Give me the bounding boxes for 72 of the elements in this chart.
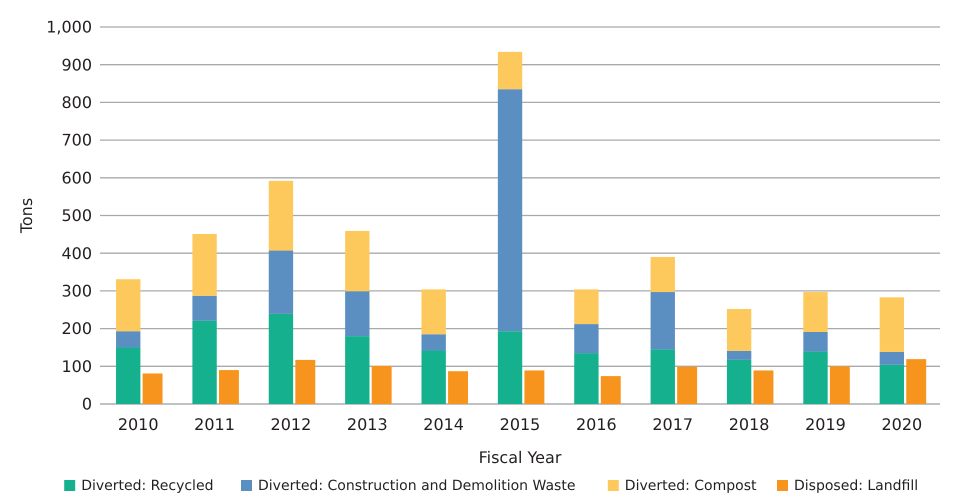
bar bbox=[524, 370, 544, 404]
legend-label: Diverted: Construction and Demolition Waste bbox=[258, 478, 576, 494]
bar bbox=[726, 350, 752, 360]
x-tick-label: 2011 bbox=[194, 415, 235, 434]
bar bbox=[574, 353, 599, 404]
bar bbox=[803, 292, 828, 332]
bar bbox=[192, 234, 217, 296]
bar bbox=[906, 359, 926, 404]
y-tick-label: 0 bbox=[82, 394, 92, 414]
bar bbox=[268, 314, 294, 404]
bar bbox=[726, 360, 752, 404]
bar bbox=[116, 279, 140, 332]
bar bbox=[650, 292, 675, 350]
bar bbox=[268, 250, 294, 314]
bar bbox=[345, 230, 370, 292]
bar bbox=[116, 331, 140, 348]
y-tick-label: 800 bbox=[61, 93, 92, 112]
bar bbox=[880, 352, 904, 365]
bar bbox=[142, 373, 163, 404]
bar bbox=[650, 349, 675, 404]
bar bbox=[803, 352, 828, 404]
bar bbox=[218, 370, 239, 404]
bar bbox=[268, 180, 294, 251]
bar bbox=[880, 364, 904, 404]
bar bbox=[803, 332, 828, 352]
y-tick-label: 400 bbox=[61, 244, 92, 263]
bar bbox=[650, 256, 675, 292]
x-tick-label: 2019 bbox=[805, 415, 846, 434]
bar bbox=[295, 360, 316, 404]
x-tick-label: 2017 bbox=[652, 415, 694, 434]
x-tick-label: 2015 bbox=[500, 415, 540, 434]
bar bbox=[498, 52, 522, 90]
bar bbox=[372, 366, 392, 404]
bar bbox=[345, 291, 370, 336]
x-tick-label: 2018 bbox=[728, 415, 770, 434]
x-tick-label: 2010 bbox=[118, 415, 159, 434]
bar bbox=[421, 334, 446, 350]
bar bbox=[498, 331, 522, 404]
x-tick-label: 2020 bbox=[881, 415, 922, 434]
y-axis-title: Tons bbox=[17, 198, 36, 234]
bar bbox=[421, 289, 446, 334]
bar bbox=[116, 347, 140, 404]
bar bbox=[754, 370, 774, 404]
bar bbox=[677, 366, 698, 404]
x-tick-label: 2016 bbox=[576, 415, 617, 434]
bar bbox=[574, 289, 599, 324]
legend-label: Diverted: Recycled bbox=[81, 478, 214, 494]
legend-label: Diverted: Compost bbox=[624, 478, 758, 494]
bar bbox=[345, 336, 370, 404]
bar bbox=[448, 371, 468, 404]
y-tick-label: 500 bbox=[61, 206, 92, 226]
y-tick-label: 300 bbox=[61, 282, 92, 300]
x-axis-title: Fiscal Year bbox=[478, 448, 562, 467]
x-tick-label: 2014 bbox=[423, 415, 464, 434]
bar bbox=[600, 376, 621, 404]
bar bbox=[192, 320, 217, 404]
x-tick-label: 2013 bbox=[346, 415, 388, 434]
y-tick-label: 100 bbox=[61, 356, 92, 376]
bar bbox=[726, 308, 752, 351]
bar bbox=[830, 366, 850, 404]
y-tick-label: 900 bbox=[61, 55, 92, 74]
x-tick-label: 2012 bbox=[270, 415, 312, 434]
bar bbox=[421, 350, 446, 404]
bar bbox=[880, 297, 904, 352]
y-tick-label: 200 bbox=[61, 319, 92, 338]
y-tick-label: 1,000 bbox=[46, 18, 92, 37]
bar bbox=[192, 296, 217, 321]
bar bbox=[498, 89, 522, 332]
y-tick-label: 600 bbox=[61, 168, 92, 188]
y-tick-label: 700 bbox=[61, 130, 92, 150]
legend-label: Disposed: Landfill bbox=[794, 478, 918, 494]
bar bbox=[574, 324, 599, 354]
